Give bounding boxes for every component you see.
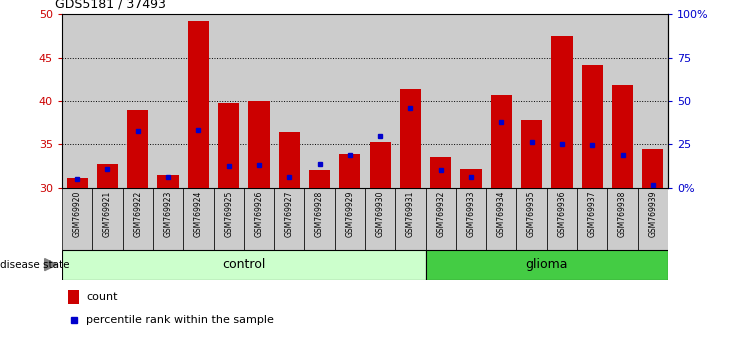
Bar [62,250,426,280]
Bar [127,109,148,188]
Bar [426,14,456,188]
Bar [456,14,486,188]
Text: GSM769924: GSM769924 [194,191,203,237]
Bar [486,188,517,250]
Text: GSM769921: GSM769921 [103,191,112,237]
Bar [93,188,123,250]
Bar [339,154,361,188]
Text: GSM769934: GSM769934 [497,191,506,237]
Bar [62,188,93,250]
Bar [430,157,451,188]
Bar [426,188,456,250]
Bar [66,178,88,188]
Text: GSM769938: GSM769938 [618,191,627,237]
Bar [517,188,547,250]
Bar [607,188,638,250]
Bar [248,101,269,188]
Bar [642,149,664,188]
Text: percentile rank within the sample: percentile rank within the sample [86,315,274,325]
Bar [517,14,547,188]
Bar [486,14,517,188]
Bar [183,188,214,250]
Bar [244,188,274,250]
Text: GSM769935: GSM769935 [527,191,536,237]
Text: GSM769927: GSM769927 [285,191,293,237]
Bar [369,142,391,188]
Bar [426,250,668,280]
Bar [365,188,396,250]
Text: GSM769920: GSM769920 [73,191,82,237]
Text: GSM769925: GSM769925 [224,191,233,237]
Bar [547,14,577,188]
Text: GSM769933: GSM769933 [466,191,475,237]
Text: count: count [86,292,118,302]
Bar [365,14,396,188]
Bar [551,36,572,188]
Text: control: control [222,258,266,271]
Bar [97,164,118,188]
Text: GSM769923: GSM769923 [164,191,172,237]
Bar [304,188,335,250]
Bar [400,89,421,188]
Bar [274,14,304,188]
Text: disease state: disease state [0,259,69,270]
Bar [279,132,300,188]
Bar [396,14,426,188]
Bar [582,65,603,188]
Bar [123,14,153,188]
Bar [93,14,123,188]
Bar [214,188,244,250]
Bar [521,120,542,188]
Bar [607,14,638,188]
Text: GSM769929: GSM769929 [345,191,354,237]
Bar [547,188,577,250]
Bar [335,188,365,250]
Bar [183,14,214,188]
Bar [214,14,244,188]
Text: GSM769936: GSM769936 [558,191,566,237]
Bar [218,103,239,188]
Bar [612,85,633,188]
Bar [153,14,183,188]
Text: glioma: glioma [526,258,568,271]
Bar [309,170,330,188]
Text: GSM769926: GSM769926 [255,191,264,237]
Bar [335,14,365,188]
Bar [491,95,512,188]
Bar [638,188,668,250]
Bar [396,188,426,250]
Bar [153,188,183,250]
Bar [456,188,486,250]
Text: GSM769932: GSM769932 [437,191,445,237]
Bar [68,290,79,304]
Bar [638,14,668,188]
Bar [577,188,607,250]
Bar [188,21,209,188]
Bar [577,14,607,188]
Bar [304,14,335,188]
Bar [158,175,179,188]
Text: GSM769931: GSM769931 [406,191,415,237]
Text: GSM769928: GSM769928 [315,191,324,237]
Bar [62,14,93,188]
Bar [274,188,304,250]
Bar [461,169,482,188]
Text: GSM769930: GSM769930 [376,191,385,237]
Bar [123,188,153,250]
Text: GSM769939: GSM769939 [648,191,657,237]
Bar [244,14,274,188]
Polygon shape [45,258,57,271]
Text: GSM769922: GSM769922 [134,191,142,237]
Text: GSM769937: GSM769937 [588,191,596,237]
Text: GDS5181 / 37493: GDS5181 / 37493 [55,0,166,11]
